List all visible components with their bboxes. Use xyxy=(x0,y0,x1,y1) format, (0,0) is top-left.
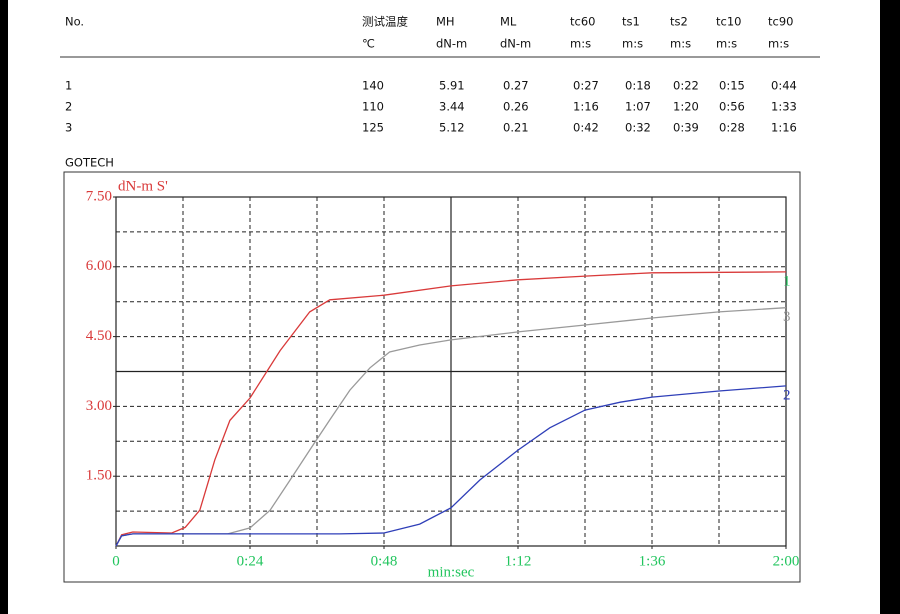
table-cell: 1 xyxy=(65,79,72,93)
brand: GOTECH xyxy=(65,156,114,170)
column-header: tc60 xyxy=(570,15,595,29)
y-axis-label: dN-m S' xyxy=(118,178,168,194)
y-tick-label: 6.00 xyxy=(86,258,112,274)
series-line xyxy=(115,385,787,547)
column-header: ts2 xyxy=(670,15,688,29)
table-cell: 1:16 xyxy=(771,121,797,135)
column-unit: m:s xyxy=(670,37,691,51)
table-cell: 0:15 xyxy=(719,79,745,93)
table-cell: 0.27 xyxy=(503,79,529,93)
series-label: 1 xyxy=(783,273,791,289)
table-cell: 2 xyxy=(65,100,72,114)
table-cell: 1:16 xyxy=(573,100,599,114)
table-cell: 0:44 xyxy=(771,79,797,93)
table-cell: 0:22 xyxy=(673,79,699,93)
series-label: 2 xyxy=(783,387,791,403)
y-tick-label: 4.50 xyxy=(86,328,112,344)
table-cell: 5.91 xyxy=(439,79,465,93)
column-header: 测试温度 xyxy=(362,15,408,29)
column-unit: ℃ xyxy=(362,37,375,51)
x-tick-label: 0:24 xyxy=(237,553,264,569)
table-cell: 110 xyxy=(362,100,384,114)
column-header: ML xyxy=(500,15,517,29)
column-header: No. xyxy=(65,15,84,29)
table-cell: 5.12 xyxy=(439,121,465,135)
table-cell: 3.44 xyxy=(439,100,465,114)
table-cell: 140 xyxy=(362,79,384,93)
column-header: tc10 xyxy=(716,15,741,29)
x-tick-label: 1:36 xyxy=(639,553,666,569)
column-header: ts1 xyxy=(622,15,640,29)
column-unit: m:s xyxy=(622,37,643,51)
column-unit: dN-m xyxy=(436,37,467,51)
x-tick-label: 0:48 xyxy=(371,553,398,569)
table-cell: 0:18 xyxy=(625,79,651,93)
table-cell: 0:27 xyxy=(573,79,599,93)
table-cell: 0.26 xyxy=(503,100,529,114)
column-unit: m:s xyxy=(716,37,737,51)
x-tick-label: 0 xyxy=(112,553,120,569)
table-cell: 0:32 xyxy=(625,121,651,135)
chart-frame xyxy=(63,171,801,583)
column-unit: dN-m xyxy=(500,37,531,51)
series-line xyxy=(115,271,787,547)
column-header: MH xyxy=(436,15,455,29)
table-cell: 1:33 xyxy=(771,100,797,114)
column-unit: m:s xyxy=(768,37,789,51)
y-tick-label: 3.00 xyxy=(86,398,112,414)
table-cell: 0:39 xyxy=(673,121,699,135)
table-cell: 1:07 xyxy=(625,100,651,114)
series-label: 3 xyxy=(783,309,791,325)
column-header: tc90 xyxy=(768,15,793,29)
x-axis-label: min:sec xyxy=(428,564,475,580)
table-cell: 0.21 xyxy=(503,121,529,135)
y-tick-label: 7.50 xyxy=(86,188,112,204)
table-cell: 1:20 xyxy=(673,100,699,114)
x-tick-label: 1:12 xyxy=(505,553,532,569)
column-unit: m:s xyxy=(570,37,591,51)
y-tick-label: 1.50 xyxy=(86,468,112,484)
table-cell: 125 xyxy=(362,121,384,135)
table-cell: 0:42 xyxy=(573,121,599,135)
table-cell: 0:56 xyxy=(719,100,745,114)
table-cell: 3 xyxy=(65,121,72,135)
table-cell: 0:28 xyxy=(719,121,745,135)
x-tick-label: 2:00 xyxy=(773,553,800,569)
